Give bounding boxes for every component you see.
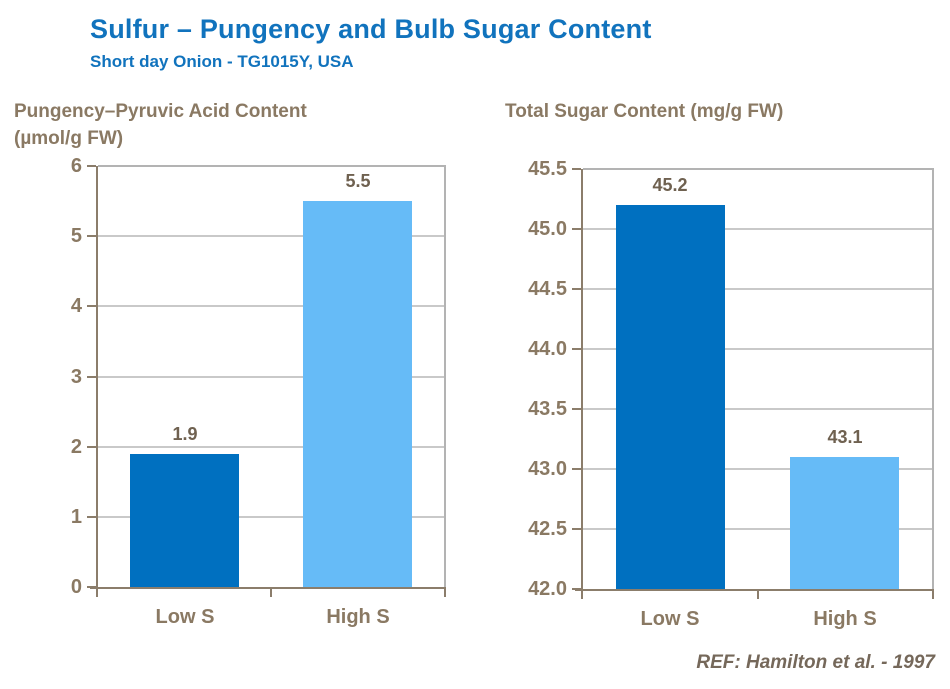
y-tick-label: 42.5 (528, 518, 567, 540)
x-axis-line (575, 589, 934, 591)
x-category-label: High S (326, 606, 390, 628)
gridline (583, 408, 932, 410)
gridline (98, 235, 444, 237)
x-category-label: High S (813, 608, 877, 630)
y-tick (572, 528, 581, 530)
y-tick-label: 1 (70, 506, 82, 528)
x-axis-line (90, 587, 446, 589)
y-tick-label: 43.5 (528, 398, 567, 420)
sugar-chart-title: Total Sugar Content (mg/g FW) (505, 98, 783, 125)
plot-border-top (583, 168, 934, 170)
plot-border-top (98, 165, 446, 167)
bar-value-label: 45.2 (652, 175, 688, 195)
bar-value-label: 5.5 (345, 171, 371, 191)
gridline (583, 348, 932, 350)
page-title: Sulfur – Pungency and Bulb Sugar Content (90, 14, 652, 44)
gridline (98, 516, 444, 518)
gridline (583, 228, 932, 230)
y-tick (572, 468, 581, 470)
bar-low-s (130, 454, 239, 587)
x-tick (96, 589, 98, 597)
x-tick (581, 591, 583, 599)
y-tick (87, 376, 96, 378)
x-tick (932, 591, 934, 599)
bar-low-s (616, 205, 725, 589)
x-category-label: Low S (155, 606, 215, 628)
y-tick-label: 44.5 (528, 278, 567, 300)
y-tick (87, 446, 96, 448)
plot-border-right (444, 166, 446, 587)
gridline (583, 288, 932, 290)
x-tick (757, 591, 759, 599)
plot-border-right (932, 169, 934, 589)
y-tick (87, 516, 96, 518)
bar-value-label: 1.9 (172, 424, 198, 444)
y-tick (572, 348, 581, 350)
pungency-chart-title: Pungency–Pyruvic Acid Content (µmol/g FW… (14, 98, 307, 152)
y-axis-line (581, 169, 583, 591)
y-tick (87, 165, 96, 167)
y-tick-label: 2 (70, 436, 82, 458)
y-tick-label: 45.5 (528, 158, 567, 180)
gridline (98, 446, 444, 448)
bar-high-s (790, 457, 899, 589)
y-axis-line (96, 166, 98, 589)
y-tick (87, 586, 96, 588)
page-subtitle: Short day Onion - TG1015Y, USA (90, 52, 354, 71)
y-tick-label: 44.0 (528, 338, 567, 360)
x-tick (444, 589, 446, 597)
y-tick-label: 0 (70, 576, 82, 598)
x-category-label: Low S (640, 608, 700, 630)
y-tick-label: 45.0 (528, 218, 567, 240)
y-tick-label: 6 (70, 155, 82, 177)
pungency-chart-title-line1: Pungency–Pyruvic Acid Content (14, 101, 307, 122)
y-tick (572, 288, 581, 290)
y-tick (572, 408, 581, 410)
pungency-chart-unit-line: (µmol/g FW) (14, 128, 124, 149)
y-tick-label: 43.0 (528, 458, 567, 480)
gridline (583, 468, 932, 470)
x-tick (270, 589, 272, 597)
y-tick (572, 168, 581, 170)
y-tick (572, 228, 581, 230)
bar-value-label: 43.1 (827, 427, 863, 447)
y-tick (572, 588, 581, 590)
gridline (583, 528, 932, 530)
y-tick-label: 3 (70, 366, 82, 388)
y-tick (87, 305, 96, 307)
gridline (98, 376, 444, 378)
sugar-chart-title-line1: Total Sugar Content (mg/g FW) (505, 101, 784, 122)
y-tick-label: 5 (70, 225, 82, 247)
gridline (98, 305, 444, 307)
bar-high-s (303, 201, 412, 587)
y-tick-label: 4 (70, 295, 82, 317)
y-tick-label: 42.0 (528, 578, 567, 600)
reference-text: REF: Hamilton et al. - 1997 (696, 652, 935, 673)
y-tick (87, 235, 96, 237)
